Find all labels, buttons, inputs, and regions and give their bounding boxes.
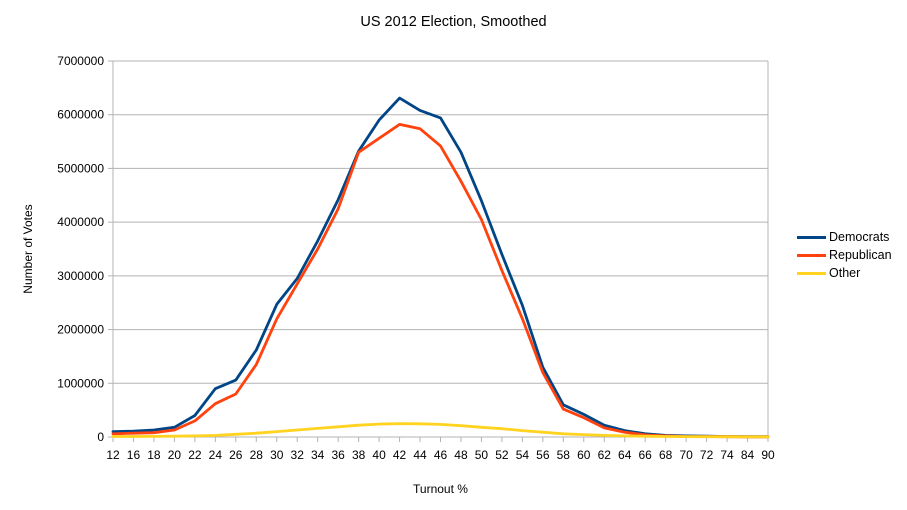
legend-swatch-other	[797, 271, 826, 275]
x-tick-label: 70	[679, 448, 693, 462]
y-tick-label: 6000000	[57, 108, 104, 122]
x-axis-title: Turnout %	[413, 482, 468, 496]
x-tick-label: 52	[495, 448, 509, 462]
x-tick-label: 50	[475, 448, 489, 462]
x-tick-label: 30	[270, 448, 284, 462]
legend-item-other: Other	[797, 264, 892, 282]
x-tick-label: 56	[536, 448, 550, 462]
y-tick-label: 2000000	[57, 323, 104, 337]
chart-legend: Democrats Republican Other	[797, 228, 892, 282]
x-tick-label: 12	[106, 448, 120, 462]
series-line-other	[111, 422, 770, 439]
y-tick-label: 7000000	[57, 54, 104, 68]
legend-label-republican: Republican	[829, 248, 892, 262]
x-tick-label: 44	[413, 448, 427, 462]
x-tick-label: 46	[434, 448, 448, 462]
x-tick-label: 48	[454, 448, 468, 462]
x-tick-label: 66	[639, 448, 653, 462]
legend-swatch-republican	[797, 253, 826, 257]
x-tick-label: 64	[618, 448, 632, 462]
x-tick-label: 20	[168, 448, 182, 462]
x-tick-label: 38	[352, 448, 366, 462]
y-tick-label: 4000000	[57, 215, 104, 229]
x-tick-label: 74	[720, 448, 734, 462]
x-tick-label: 28	[250, 448, 264, 462]
y-tick-label: 5000000	[57, 161, 104, 175]
x-tick-label: 90	[761, 448, 775, 462]
x-tick-label: 40	[372, 448, 386, 462]
x-tick-label: 84	[741, 448, 755, 462]
x-tick-label: 16	[127, 448, 141, 462]
legend-swatch-democrats	[797, 235, 826, 239]
x-tick-label: 60	[577, 448, 591, 462]
x-tick-label: 72	[700, 448, 714, 462]
y-tick-label: 1000000	[57, 376, 104, 390]
legend-item-republican: Republican	[797, 246, 892, 264]
x-tick-label: 24	[209, 448, 223, 462]
x-tick-label: 18	[147, 448, 161, 462]
y-tick-label: 3000000	[57, 269, 104, 283]
x-tick-label: 42	[393, 448, 407, 462]
x-tick-label: 54	[516, 448, 530, 462]
x-tick-label: 58	[557, 448, 571, 462]
legend-label-other: Other	[829, 266, 861, 280]
x-tick-label: 32	[291, 448, 305, 462]
chart-title: US 2012 Election, Smoothed	[360, 14, 547, 30]
x-tick-label: 26	[229, 448, 243, 462]
legend-item-democrats: Democrats	[797, 228, 892, 246]
series-line-democrats	[111, 96, 770, 439]
x-tick-label: 62	[598, 448, 612, 462]
y-tick-label: 0	[97, 430, 104, 444]
x-tick-label: 34	[311, 448, 325, 462]
x-tick-label: 22	[188, 448, 202, 462]
x-tick-label: 68	[659, 448, 673, 462]
series-line-republican	[111, 123, 770, 439]
legend-label-democrats: Democrats	[829, 230, 890, 244]
x-tick-label: 36	[331, 448, 345, 462]
